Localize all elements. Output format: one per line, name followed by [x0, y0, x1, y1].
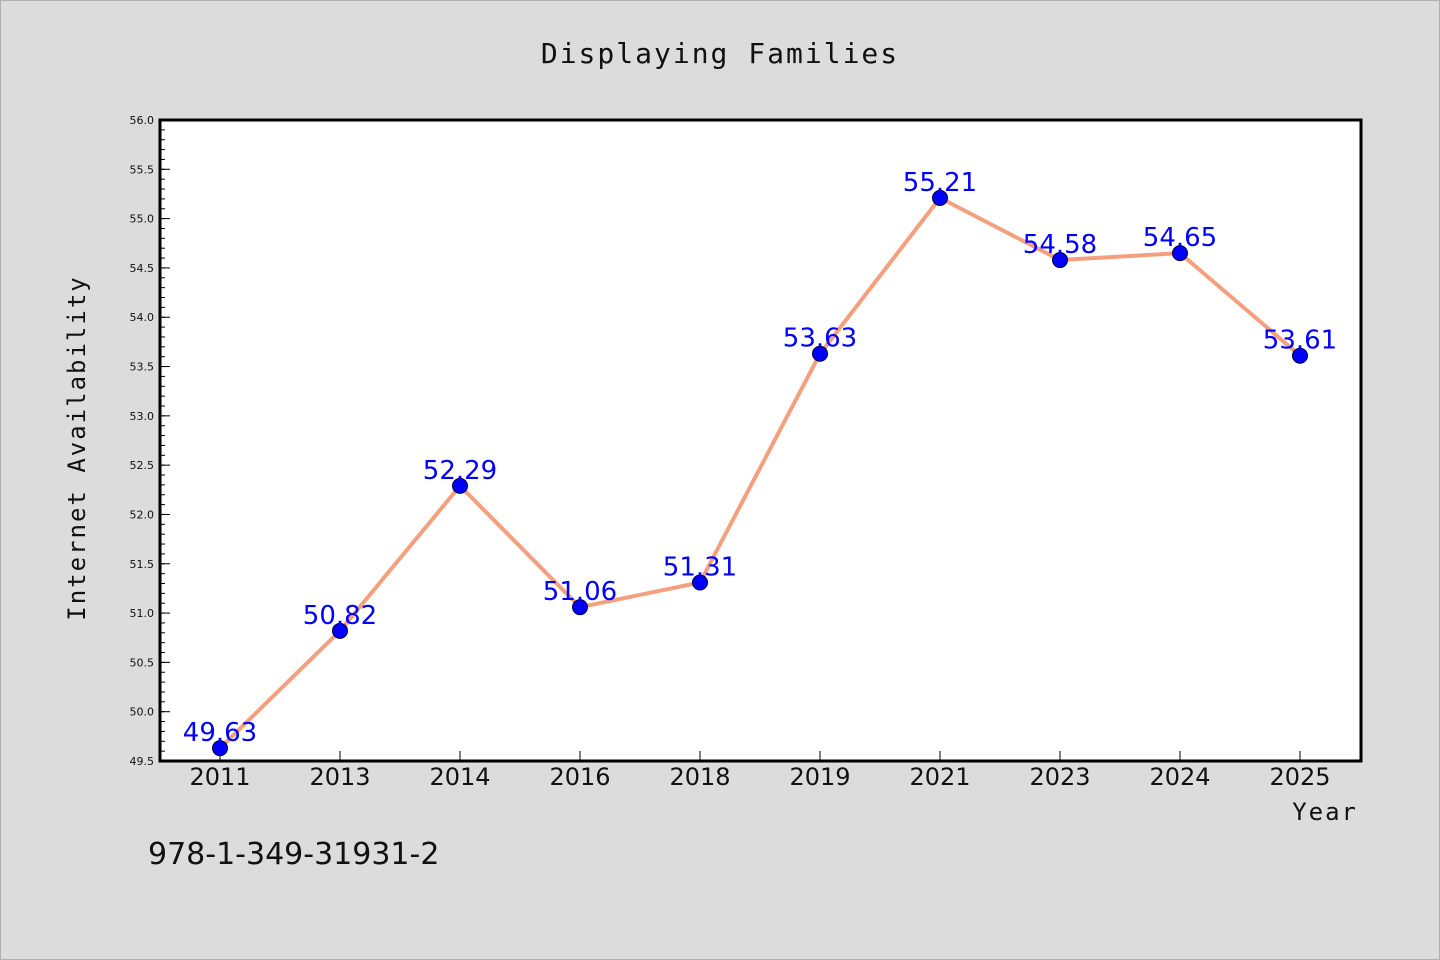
x-tick-label: 2018 [669, 763, 730, 791]
y-tick-label: 55.5 [130, 163, 155, 176]
x-tick-label: 2013 [309, 763, 370, 791]
footnote: 978-1-349-31931-2 [148, 837, 439, 872]
data-point [812, 345, 828, 362]
y-tick-label: 53.5 [130, 361, 155, 374]
data-label: 49.63 [183, 718, 257, 748]
data-point [332, 622, 348, 639]
data-label: 50.82 [303, 601, 377, 631]
data-point [212, 740, 228, 757]
y-tick-label: 55.0 [130, 213, 155, 226]
x-tick-label: 2011 [189, 763, 250, 791]
y-tick-label: 54.5 [130, 262, 155, 275]
x-tick-label: 2023 [1029, 763, 1090, 791]
x-tick-label: 2019 [789, 763, 850, 791]
series-line [218, 195, 1302, 750]
y-tick-label: 49.5 [130, 755, 155, 768]
x-tick-label: 2021 [909, 763, 970, 791]
data-label: 51.06 [543, 577, 617, 607]
y-tick-label: 50.5 [130, 656, 155, 669]
series-layer: 49.63 50.82 52.29 51.06 51.31 53.63 55.21 54.58… [183, 168, 1337, 757]
data-label: 55.21 [903, 168, 977, 198]
x-tick-label: 2016 [549, 763, 610, 791]
data-label: 53.63 [783, 324, 857, 354]
y-tick-label: 56.0 [130, 114, 155, 127]
y-tick-label: 52.0 [130, 508, 155, 521]
chart-title: Displaying Families [541, 37, 899, 70]
data-label: 51.31 [663, 553, 737, 583]
data-point [692, 574, 708, 591]
y-tick-label: 52.5 [130, 459, 155, 472]
data-label: 52.29 [423, 456, 497, 486]
data-label: 54.58 [1023, 230, 1097, 260]
y-tick-label: 51.0 [130, 607, 155, 620]
plot-area [158, 118, 1363, 763]
x-axis: 2011 2013 2014 2016 2018 2019 2021 2023 2024 2025 [189, 751, 1331, 791]
y-axis-label: Internet Availability [63, 275, 91, 620]
y-axis: 49.5 50.0 50.5 51.0 51.5 52.0 52.5 53.0 53.5 54.0… [130, 114, 170, 768]
data-point [452, 477, 468, 494]
y-tick-label: 51.5 [130, 558, 155, 571]
x-tick-label: 2014 [429, 763, 490, 791]
x-axis-label: Year [1292, 798, 1358, 826]
data-label: 53.61 [1263, 326, 1337, 356]
data-point [1052, 252, 1068, 269]
data-point [1172, 245, 1188, 262]
data-point [932, 189, 948, 206]
data-point [572, 599, 588, 616]
x-tick-label: 2024 [1149, 763, 1210, 791]
x-tick-label: 2025 [1269, 763, 1330, 791]
y-tick-label: 54.0 [130, 311, 155, 324]
y-tick-label: 53.0 [130, 410, 155, 423]
data-label: 54.65 [1143, 223, 1217, 253]
y-tick-label: 50.0 [130, 706, 155, 719]
data-point [1292, 347, 1308, 364]
